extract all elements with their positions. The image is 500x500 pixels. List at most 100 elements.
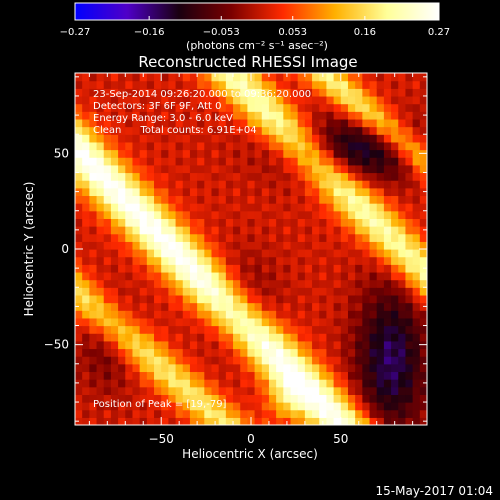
heatmap-cell xyxy=(103,210,112,219)
heatmap-cell xyxy=(247,394,256,403)
heatmap-cell xyxy=(333,402,342,411)
heatmap-cell xyxy=(362,302,371,311)
heatmap-cell xyxy=(312,203,320,212)
heatmap-cell xyxy=(233,203,241,212)
heatmap-cell xyxy=(75,363,83,373)
heatmap-cell xyxy=(319,126,328,135)
heatmap-cell xyxy=(197,279,205,288)
heatmap-cell xyxy=(189,317,198,327)
heatmap-cell xyxy=(297,317,306,327)
heatmap-cell xyxy=(125,149,134,158)
heatmap-cell xyxy=(240,73,248,82)
heatmap-cell xyxy=(254,417,263,425)
heatmap-cell xyxy=(146,103,155,112)
heatmap-cell xyxy=(254,134,263,143)
heatmap-cell xyxy=(189,218,198,227)
heatmap-cell xyxy=(254,302,263,311)
heatmap-cell xyxy=(182,210,191,219)
heatmap-cell xyxy=(146,356,155,365)
heatmap-cell xyxy=(405,203,414,212)
heatmap-cell xyxy=(283,340,292,350)
heatmap-cell xyxy=(304,287,313,296)
heatmap-cell xyxy=(247,95,256,105)
heatmap-cell xyxy=(355,111,363,120)
heatmap-cell xyxy=(355,73,363,82)
heatmap-cell xyxy=(132,118,141,128)
heatmap-cell xyxy=(268,310,277,319)
heatmap-cell xyxy=(405,149,414,158)
heatmap-cell xyxy=(347,172,356,181)
heatmap-cell xyxy=(369,325,378,334)
heatmap-cell xyxy=(355,118,363,128)
heatmap-cell xyxy=(319,348,328,357)
heatmap-cell xyxy=(297,172,306,181)
heatmap-cell xyxy=(211,279,220,288)
heatmap-cell xyxy=(276,325,284,334)
heatmap-cell xyxy=(132,249,141,258)
heatmap-cell xyxy=(218,264,227,273)
heatmap-cell xyxy=(383,149,392,158)
heatmap-cell xyxy=(218,409,227,418)
heatmap-cell xyxy=(283,379,292,388)
heatmap-cell xyxy=(89,279,98,288)
heatmap-cell xyxy=(110,218,119,227)
heatmap-cell xyxy=(312,363,320,373)
heatmap-cell xyxy=(75,409,83,418)
heatmap-cell xyxy=(168,111,177,120)
heatmap-cell xyxy=(398,103,407,112)
heatmap-cell xyxy=(204,371,213,380)
heatmap-cell xyxy=(405,141,414,151)
heatmap-cell xyxy=(182,134,191,143)
heatmap-cell xyxy=(412,348,421,357)
heatmap-cell xyxy=(110,402,119,411)
heatmap-cell xyxy=(168,310,177,319)
heatmap-cell xyxy=(355,287,363,296)
heatmap-cell xyxy=(161,233,169,242)
heatmap-cell xyxy=(355,180,363,189)
heatmap-cell xyxy=(247,103,256,112)
heatmap-cell xyxy=(118,287,126,296)
heatmap-cell xyxy=(362,111,371,120)
heatmap-cell xyxy=(290,379,299,388)
heatmap-cell xyxy=(168,394,177,403)
heatmap-cell xyxy=(96,103,105,112)
heatmap-cell xyxy=(304,80,313,89)
heatmap-cell xyxy=(96,241,105,250)
heatmap-cell xyxy=(218,180,227,189)
heatmap-cell xyxy=(175,325,184,334)
heatmap-cell xyxy=(319,271,328,281)
heatmap-cell xyxy=(146,340,155,350)
heatmap-cell xyxy=(254,103,263,112)
heatmap-cell xyxy=(333,95,342,105)
heatmap-cell xyxy=(268,149,277,158)
heatmap-cell xyxy=(376,356,385,365)
heatmap-cell xyxy=(312,279,320,288)
heatmap-cell xyxy=(211,111,220,120)
heatmap-cell xyxy=(333,287,342,296)
heatmap-cell xyxy=(154,249,162,258)
heatmap-cell xyxy=(412,195,421,204)
heatmap-cell xyxy=(247,340,256,350)
heatmap-cell xyxy=(290,310,299,319)
heatmap-cell xyxy=(168,417,177,425)
heatmap-cell xyxy=(204,233,213,242)
heatmap-cell xyxy=(391,103,399,112)
heatmap-cell xyxy=(369,356,378,365)
heatmap-cell xyxy=(419,88,427,97)
heatmap-cell xyxy=(82,340,90,350)
heatmap-cell xyxy=(161,402,169,411)
heatmap-cell xyxy=(254,363,263,373)
heatmap-cell xyxy=(268,402,277,411)
heatmap-cell xyxy=(139,134,148,143)
heatmap-cell xyxy=(391,80,399,89)
heatmap-cell xyxy=(103,203,112,212)
heatmap-cell xyxy=(146,187,155,197)
heatmap-cell xyxy=(161,325,169,334)
heatmap-cell xyxy=(168,88,177,97)
heatmap-cell xyxy=(211,218,220,227)
heatmap-cell xyxy=(398,409,407,418)
y-tick-label: 0 xyxy=(61,242,69,256)
heatmap-cell xyxy=(132,73,141,82)
heatmap-cell xyxy=(82,203,90,212)
heatmap-cell xyxy=(110,241,119,250)
